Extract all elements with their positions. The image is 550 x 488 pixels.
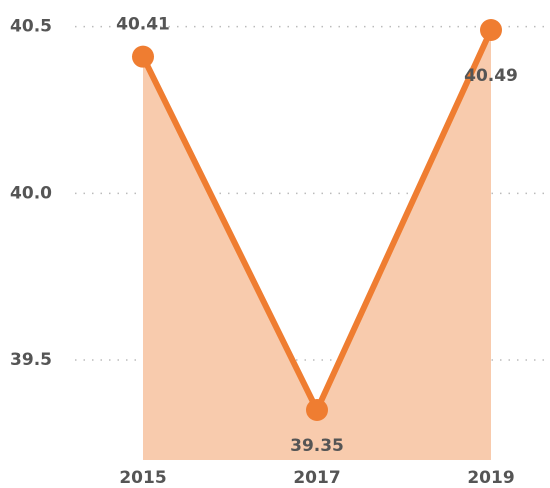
data-label: 40.49 <box>464 66 518 86</box>
x-tick-label: 2019 <box>467 468 514 488</box>
point <box>306 399 328 421</box>
point <box>132 45 154 68</box>
y-tick-label: 40.5 <box>10 17 52 37</box>
point <box>480 19 502 41</box>
data-label: 39.35 <box>290 436 344 456</box>
data-label: 40.41 <box>116 15 170 35</box>
x-tick-label: 2015 <box>119 468 166 488</box>
y-tick-label: 39.5 <box>10 350 52 370</box>
area <box>143 30 491 460</box>
x-tick-label: 2017 <box>293 468 340 488</box>
y-tick-label: 40.0 <box>10 183 52 203</box>
